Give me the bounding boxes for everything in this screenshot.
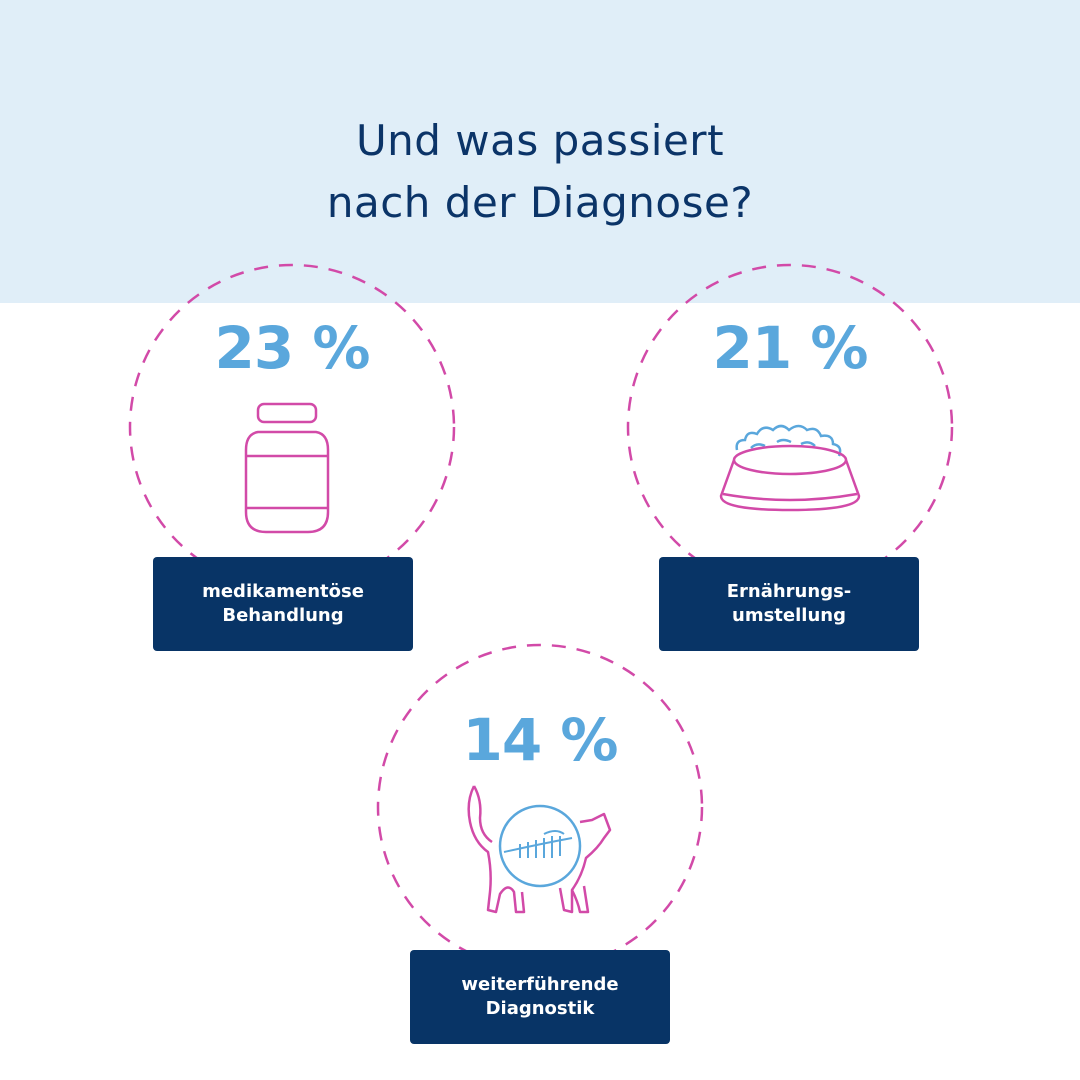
label-line-2: Behandlung: [222, 605, 344, 626]
label-medication: medikamentöse Behandlung: [153, 557, 413, 651]
cat-xray-icon: [467, 785, 612, 914]
label-line-1: weiterführende: [461, 974, 619, 995]
stat-diet: 21 %: [625, 262, 955, 592]
header-band: [0, 0, 1080, 303]
title-line-1: Und was passiert: [355, 116, 725, 165]
stat-percent: 21 %: [712, 314, 868, 382]
food-bowl-icon: [719, 424, 861, 512]
stat-diagnostics: 14 %: [375, 642, 705, 972]
stat-percent: 23 %: [214, 314, 370, 382]
page-title: Und was passiert nach der Diagnose?: [0, 110, 1080, 234]
stat-medication: 23 %: [127, 262, 457, 592]
label-line-2: Diagnostik: [485, 998, 595, 1019]
label-diet: Ernährungs- umstellung: [659, 557, 919, 651]
label-line-1: Ernährungs-: [726, 581, 852, 602]
medicine-jar-icon: [244, 402, 330, 534]
stat-percent: 14 %: [462, 706, 618, 774]
label-diagnostics: weiterführende Diagnostik: [410, 950, 670, 1044]
title-line-2: nach der Diagnose?: [326, 178, 754, 227]
label-line-1: medikamentöse: [202, 581, 364, 602]
label-line-2: umstellung: [732, 605, 846, 626]
